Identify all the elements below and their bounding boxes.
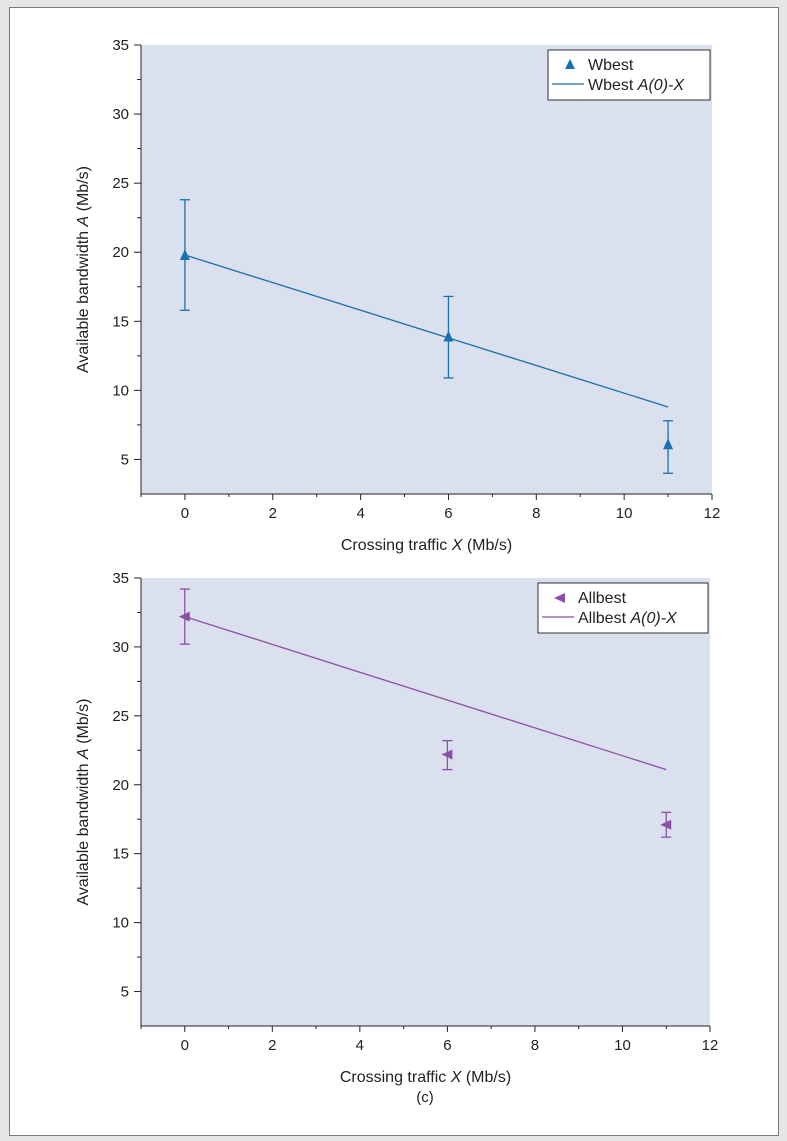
x-tick-label: 2 bbox=[269, 505, 277, 522]
x-tick-label: 4 bbox=[356, 1037, 364, 1054]
y-tick-label: 30 bbox=[112, 106, 129, 123]
x-tick-label: 0 bbox=[181, 1037, 189, 1054]
legend-box bbox=[537, 582, 709, 634]
series-line bbox=[184, 615, 667, 771]
data-point bbox=[441, 749, 453, 760]
x-tick-label: 8 bbox=[532, 505, 540, 522]
x-tick-label: 12 bbox=[702, 1037, 719, 1054]
x-tick-label: 0 bbox=[181, 505, 189, 522]
data-point bbox=[443, 330, 454, 342]
x-tick-label: 12 bbox=[704, 505, 721, 522]
legend-label: Allbest A(0)-X bbox=[578, 610, 678, 627]
x-axis-label: Crossing traffic X (Mb/s) bbox=[340, 1069, 511, 1086]
x-tick-label: 10 bbox=[616, 505, 633, 522]
y-tick-label: 35 bbox=[112, 37, 129, 54]
y-tick-label: 10 bbox=[112, 382, 129, 399]
x-tick-label: 6 bbox=[443, 1037, 451, 1054]
legend-box bbox=[547, 49, 711, 101]
figure-caption: (c) bbox=[416, 1089, 434, 1106]
y-tick-label: 25 bbox=[112, 708, 129, 725]
data-point bbox=[179, 248, 190, 260]
chart-2: 0 2 4 6 8 10 12 5 10 15 20 25 30 35 Crossing traffic X… bbox=[75, 570, 718, 1086]
legend-label: Wbest bbox=[588, 57, 634, 74]
y-tick-label: 5 bbox=[121, 451, 129, 468]
y-tick-label: 20 bbox=[112, 244, 129, 261]
data-point bbox=[660, 819, 672, 830]
data-point bbox=[663, 438, 674, 450]
y-tick-label: 5 bbox=[121, 984, 129, 1001]
plot-area bbox=[141, 578, 710, 1026]
x-tick-label: 2 bbox=[268, 1037, 276, 1054]
x-axis-label: Crossing traffic X (Mb/s) bbox=[341, 537, 512, 554]
legend-label: Allbest bbox=[578, 590, 627, 607]
y-tick-label: 25 bbox=[112, 175, 129, 192]
x-tick-label: 4 bbox=[356, 505, 364, 522]
y-axis-label: Available bandwidth A (Mb/s) bbox=[75, 166, 92, 373]
y-tick-label: 10 bbox=[112, 915, 129, 932]
x-tick-label: 6 bbox=[444, 505, 452, 522]
legend-marker bbox=[554, 593, 565, 603]
x-tick-label: 8 bbox=[531, 1037, 539, 1054]
y-tick-label: 15 bbox=[112, 313, 129, 330]
y-tick-label: 35 bbox=[112, 570, 129, 587]
legend-label: Wbest A(0)-X bbox=[588, 77, 685, 94]
y-axis-label: Available bandwidth A (Mb/s) bbox=[75, 699, 92, 906]
plot-area bbox=[141, 45, 712, 494]
data-point bbox=[178, 611, 190, 622]
series-line bbox=[184, 254, 669, 408]
y-tick-label: 20 bbox=[112, 777, 129, 794]
chart-1: 0 2 4 6 8 10 12 5 10 15 20 25 30 35 Crossing traffic X… bbox=[75, 37, 720, 554]
x-tick-label: 10 bbox=[614, 1037, 631, 1054]
y-tick-label: 30 bbox=[112, 639, 129, 656]
y-tick-label: 15 bbox=[112, 846, 129, 863]
legend-marker bbox=[565, 59, 575, 69]
